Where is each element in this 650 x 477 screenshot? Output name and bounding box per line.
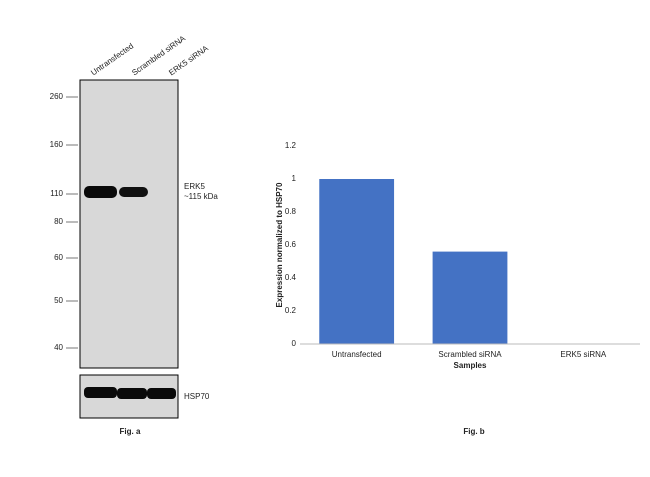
x-tick-label: Untransfected [332,350,382,359]
y-tick-label: 0.4 [285,273,297,282]
y-tick-label: 0.6 [285,240,297,249]
y-tick-label: 0 [292,339,297,348]
bar [432,251,508,344]
marker-label: 80 [54,217,63,226]
y-tick-label: 0.2 [285,306,297,315]
y-tick-label: 1.2 [285,141,297,150]
hsp70-band [117,388,147,399]
caption: Fig. a [120,427,141,436]
caption: Fig. b [463,427,484,436]
marker-label: 110 [50,189,63,198]
band-label: ~115 kDa [184,192,218,201]
marker-label: 40 [54,343,63,352]
bar [319,179,395,344]
erk5-band [119,187,148,197]
marker-ladder: 260 160 110 80 60 50 40 [50,92,78,352]
y-axis-title: Expression normalized to HSP70 [275,182,284,307]
band-label: ERK5 [184,182,205,191]
y-tick-label: 0.8 [285,207,297,216]
hsp70-band [84,387,117,398]
x-axis-title: Samples [454,361,487,370]
x-tick-label: ERK5 siRNA [560,350,606,359]
bar-chart: 0 0.2 0.4 0.6 0.8 1 1.2 Untransfected Scrambled … [285,141,640,359]
blot-panel [79,79,179,369]
marker-label: 50 [54,296,63,305]
loading-label: HSP70 [184,392,210,401]
erk5-band [84,186,117,198]
marker-label: 260 [50,92,64,101]
y-tick-label: 1 [292,174,297,183]
x-tick-label: Scrambled siRNA [438,350,502,359]
marker-label: 160 [50,140,64,149]
hsp70-band [147,388,176,399]
marker-label: 60 [54,253,63,262]
